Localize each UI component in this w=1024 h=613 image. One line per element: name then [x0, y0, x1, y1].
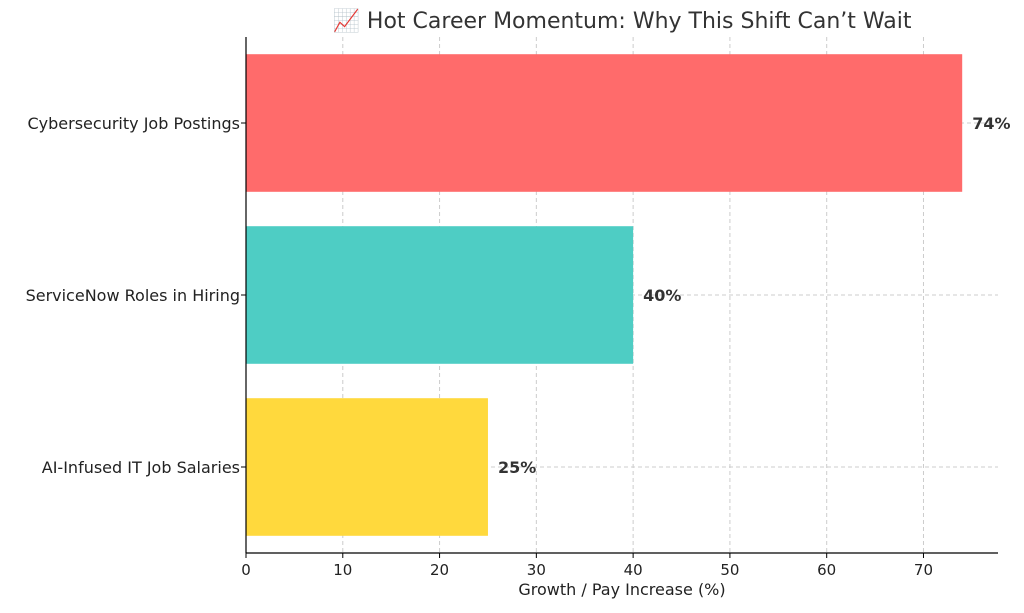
category-label: Cybersecurity Job Postings [28, 114, 241, 133]
category-label: AI-Infused IT Job Salaries [42, 458, 240, 477]
category-label: ServiceNow Roles in Hiring [26, 286, 240, 305]
bar [246, 398, 488, 536]
x-tick-label: 30 [527, 561, 546, 579]
x-axis-title: Growth / Pay Increase (%) [518, 580, 725, 599]
bar [246, 54, 963, 192]
bar [246, 226, 634, 364]
data-label: 40% [643, 286, 681, 305]
x-tick-label: 20 [430, 561, 449, 579]
x-tick-label: 40 [624, 561, 643, 579]
x-tick-label: 0 [241, 561, 251, 579]
x-tick-label: 60 [817, 561, 836, 579]
data-label: 25% [498, 458, 536, 477]
labels-layer: 0 10 20 30 40 50 60 70 Cybersecurity Job Posting… [26, 114, 1011, 579]
chart-title: 📈 Hot Career Momentum: Why This Shift Ca… [333, 8, 912, 34]
x-tick-label: 70 [914, 561, 933, 579]
axes-layer [241, 37, 998, 558]
bars-layer [246, 54, 963, 536]
data-label: 74% [972, 114, 1010, 133]
x-tick-label: 50 [720, 561, 739, 579]
x-tick-label: 10 [333, 561, 352, 579]
